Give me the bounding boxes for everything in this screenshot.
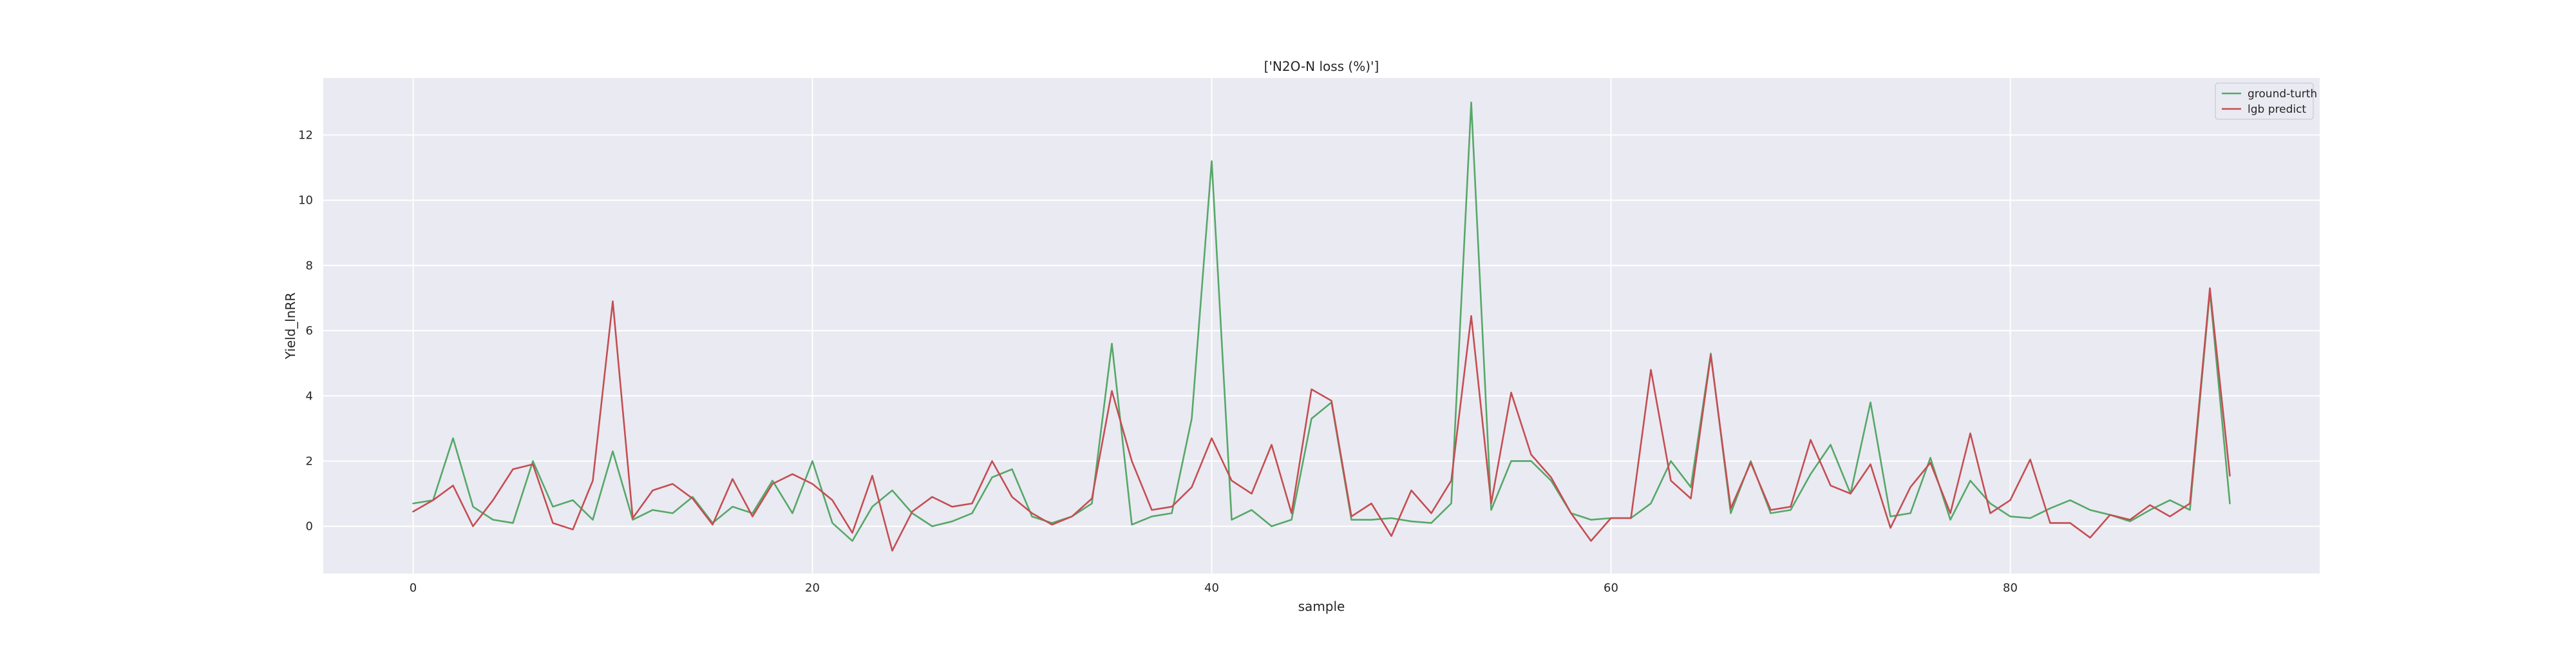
chart-title: ['N2O-N loss (%)'] [1264,59,1379,74]
x-tick-label: 60 [1604,581,1618,595]
y-tick-label: 4 [306,389,313,403]
y-tick-label: 8 [306,259,313,273]
series-lines [412,101,2231,552]
x-tick-label: 20 [805,581,820,595]
y-tick-label: 0 [306,520,313,534]
series-line-lgb-predict [412,287,2231,552]
x-tick-labels: 0 20 40 60 80 [410,581,2018,595]
y-tick-label: 12 [298,129,313,142]
y-tick-labels: 0 2 4 6 8 10 12 [298,129,313,534]
y-tick-label: 10 [298,194,313,208]
y-tick-label: 2 [306,454,313,468]
plot-area [323,78,2320,574]
y-axis-label: Yield_lnRR [283,293,298,360]
legend: ground-turth lgb predict [2215,82,2317,120]
x-tick-label: 40 [1204,581,1219,595]
legend-box [2215,82,2314,120]
x-axis-label: sample [1298,599,1345,614]
legend-entries: ground-turth lgb predict [2222,88,2317,116]
legend-label-lgb-predict: lgb predict [2248,103,2306,116]
legend-label-ground-turth: ground-turth [2248,88,2317,101]
x-tick-label: 80 [2003,581,2018,595]
grid-lines [323,78,2320,574]
y-tick-label: 6 [306,324,313,338]
x-tick-label: 0 [410,581,417,595]
